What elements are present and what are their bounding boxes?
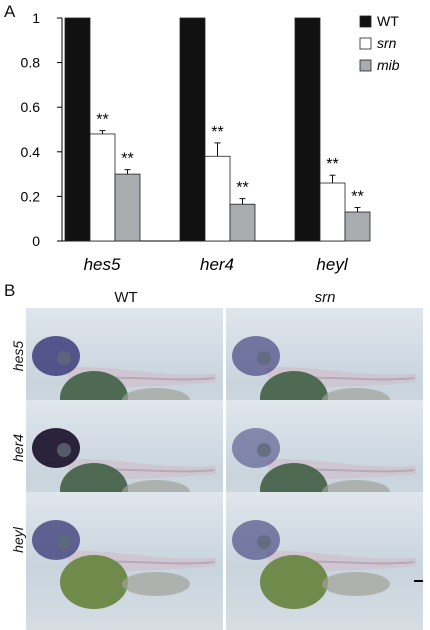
row-label-heyl: heyl (10, 527, 26, 553)
column-label-srn: srn (314, 289, 336, 306)
bar-WT-her4 (179, 17, 206, 242)
bar-srn-her4 (204, 155, 231, 242)
legend-label-WT: WT (377, 13, 399, 29)
legend-swatch-WT (359, 15, 372, 28)
legend-swatch-srn (359, 37, 372, 50)
legend-swatch-mib (359, 59, 372, 72)
chart-bars (64, 17, 371, 242)
significance-label: ** (351, 189, 363, 206)
y-tick-label: 0.6 (21, 99, 41, 115)
bar-srn-hes5 (89, 133, 116, 242)
bar-srn-heyl (319, 182, 346, 242)
bar-chart: 00.20.40.60.81 ****hes5****her4****heyl … (21, 10, 400, 274)
bar-mib-her4 (229, 203, 256, 242)
significance-label: ** (121, 151, 133, 168)
embryo-photo-heyl-srn (226, 492, 423, 630)
scale-bar (414, 580, 423, 582)
y-tick-label: 0.8 (21, 55, 41, 71)
significance-label: ** (326, 156, 338, 173)
legend-label-mib: mib (377, 57, 400, 73)
y-tick-label: 1 (32, 10, 40, 26)
embryo-photo-heyl-WT (26, 492, 223, 630)
chart-labels: ** ** hes5 ** ** her4 ** ** heyl (84, 112, 364, 274)
column-label-wt: WT (114, 289, 138, 306)
legend-label-srn: srn (377, 35, 397, 51)
bar-mib-heyl (344, 211, 371, 242)
chart-legend: WT srn mib (359, 13, 400, 73)
y-tick-label: 0 (32, 233, 40, 249)
panel-b-letter: B (4, 281, 16, 300)
row-label-her4: her4 (10, 433, 26, 463)
significance-label: ** (236, 180, 248, 197)
x-category-label: her4 (200, 255, 234, 274)
bar-WT-hes5 (64, 17, 91, 242)
significance-label: ** (96, 112, 108, 129)
bar-WT-heyl (294, 17, 321, 242)
row-label-hes5: hes5 (10, 340, 26, 372)
y-tick-label: 0.2 (21, 188, 41, 204)
x-category-label: heyl (316, 255, 348, 274)
y-tick-label: 0.4 (21, 144, 41, 160)
x-category-label: hes5 (84, 255, 121, 274)
significance-label: ** (211, 124, 223, 141)
panel-a-letter: A (4, 2, 16, 21)
bar-mib-hes5 (114, 173, 141, 242)
